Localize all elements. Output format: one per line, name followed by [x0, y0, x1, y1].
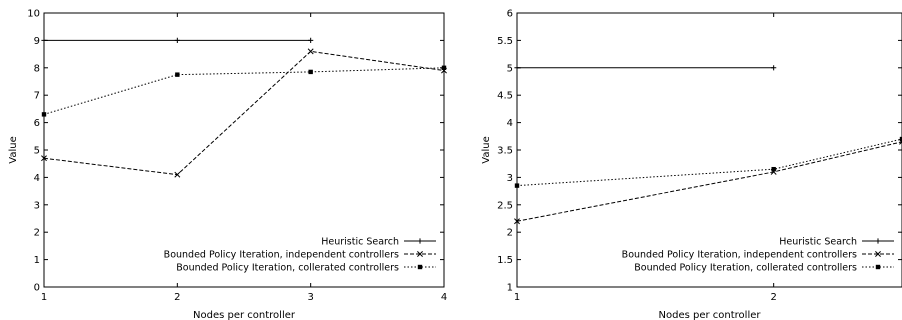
series-square: [41, 65, 447, 117]
data-point: [175, 72, 180, 77]
legend-marker: [875, 251, 881, 257]
data-point: [307, 48, 314, 55]
legend-marker: [417, 251, 423, 257]
series-line: [517, 141, 902, 222]
data-point: [899, 136, 902, 142]
x-tick-label: 2: [174, 292, 180, 303]
y-tick-label: 2: [34, 228, 40, 239]
legend-marker: [875, 264, 881, 270]
legend-label: Bounded Policy Iteration, independent co…: [622, 250, 857, 261]
data-point: [514, 183, 520, 188]
y-tick-label: 1: [34, 255, 40, 266]
series-line: [517, 138, 902, 187]
legend-marker: [417, 238, 423, 244]
x-tick-label: 1: [41, 292, 47, 303]
y-axis-title: Value: [481, 136, 492, 163]
chart-panel-2: 1 1.5 2 2.5 3 3.5 4 4.5 5 5.5 6 1 2 Nodes per control…: [481, 9, 902, 320]
x-tick-label: 3: [307, 292, 313, 303]
y-tick-label: 7: [34, 91, 40, 102]
data-point: [441, 65, 447, 70]
y-tick-label: 3: [34, 200, 40, 211]
series-plus: [514, 65, 777, 71]
legend-label: Heuristic Search: [779, 237, 857, 248]
x-tick-label: 1: [514, 292, 520, 303]
legend: Heuristic Search Bounded Policy Iteration…: [622, 237, 894, 274]
y-tick-label: 6: [34, 118, 40, 129]
data-point: [41, 112, 47, 117]
data-point: [174, 171, 181, 178]
y-tick-label: 4: [34, 173, 40, 184]
legend-item: Bounded Policy Iteration, independent co…: [622, 250, 894, 261]
legend-item: Heuristic Search: [321, 237, 436, 248]
y-tick-label: 5: [34, 146, 40, 157]
y-tick-label: 2: [507, 228, 513, 239]
legend-marker: [417, 264, 423, 270]
legend-label: Heuristic Search: [321, 237, 399, 248]
legend-item: Heuristic Search: [779, 237, 894, 248]
x-tick-label: 2: [770, 292, 776, 303]
data-point: [308, 37, 314, 43]
legend-marker: [875, 238, 881, 244]
y-tick-label: 9: [34, 36, 40, 47]
data-point: [771, 65, 777, 71]
y-tick-label: 3: [507, 173, 513, 184]
series-cross: [514, 138, 902, 225]
data-point: [174, 37, 180, 43]
series-line: [44, 50, 444, 176]
y-tick-label: 3.5: [497, 146, 513, 157]
y-tick-label: 6: [507, 9, 513, 20]
legend-item: Bounded Policy Iteration, collerated con…: [634, 263, 894, 274]
series-line: [44, 67, 444, 115]
legend-label: Bounded Policy Iteration, collerated con…: [176, 263, 399, 274]
y-tick-label: 8: [34, 63, 40, 74]
y-tick-label: 10: [27, 9, 40, 20]
legend-item: Bounded Policy Iteration, independent co…: [164, 250, 436, 261]
x-tick-label: 4: [441, 292, 447, 303]
series-cross: [41, 48, 447, 178]
y-tick-label: 1: [507, 283, 513, 294]
y-tick-label: 2.5: [497, 200, 513, 211]
y-tick-label: 5: [507, 63, 513, 74]
legend-label: Bounded Policy Iteration, collerated con…: [634, 263, 857, 274]
data-point: [41, 37, 47, 43]
data-point: [514, 65, 520, 71]
series-plus: [41, 37, 314, 43]
legend-item: Bounded Policy Iteration, collerated con…: [176, 263, 436, 274]
series-square: [514, 136, 902, 188]
x-axis-title: Nodes per controller: [659, 310, 762, 320]
y-tick-label: 4.5: [497, 91, 513, 102]
y-tick-label: 4: [507, 118, 513, 129]
legend-label: Bounded Policy Iteration, independent co…: [164, 250, 399, 261]
y-axis-title: Value: [8, 136, 19, 163]
data-point: [514, 218, 520, 225]
legend: Heuristic Search Bounded Policy Iteration…: [164, 237, 436, 274]
y-tick-label: 1.5: [497, 255, 513, 266]
data-point: [41, 155, 47, 162]
y-tick-label: 5.5: [497, 36, 513, 47]
y-tick-label: 0: [34, 283, 40, 294]
data-point: [771, 166, 776, 172]
x-axis-title: Nodes per controller: [193, 310, 296, 320]
data-point: [308, 69, 313, 75]
